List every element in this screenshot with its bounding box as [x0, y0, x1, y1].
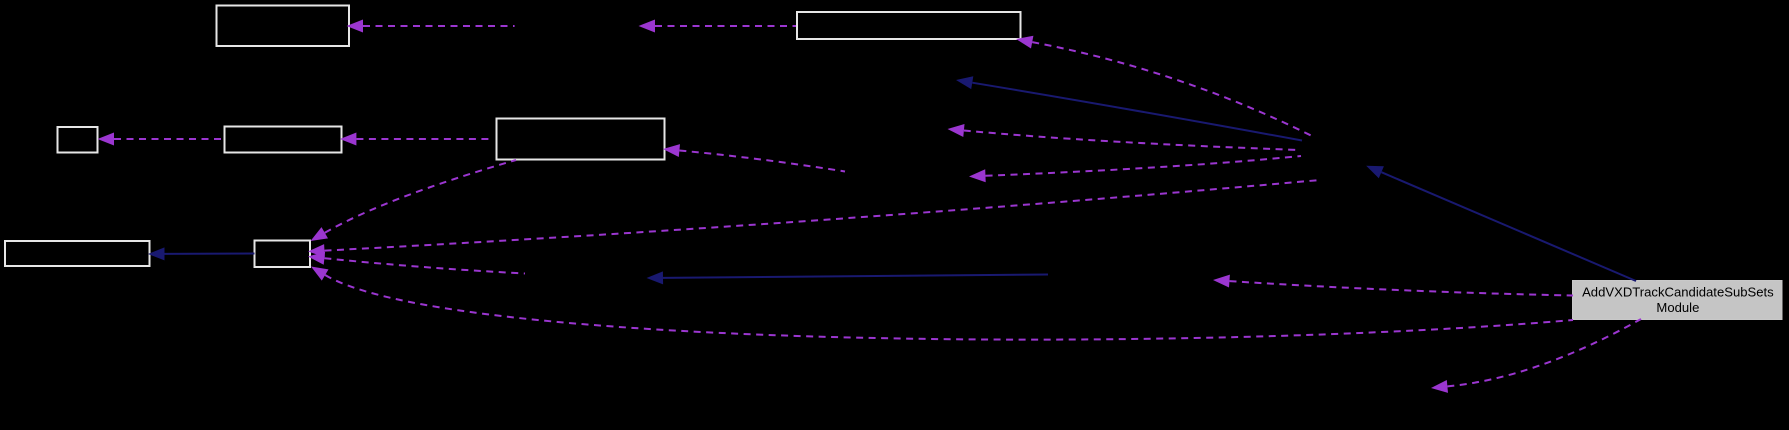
svg-text:AddVXDTrackCandidateSubSets: AddVXDTrackCandidateSubSets: [1582, 285, 1774, 300]
svg-text:Module: Module: [1656, 300, 1699, 315]
